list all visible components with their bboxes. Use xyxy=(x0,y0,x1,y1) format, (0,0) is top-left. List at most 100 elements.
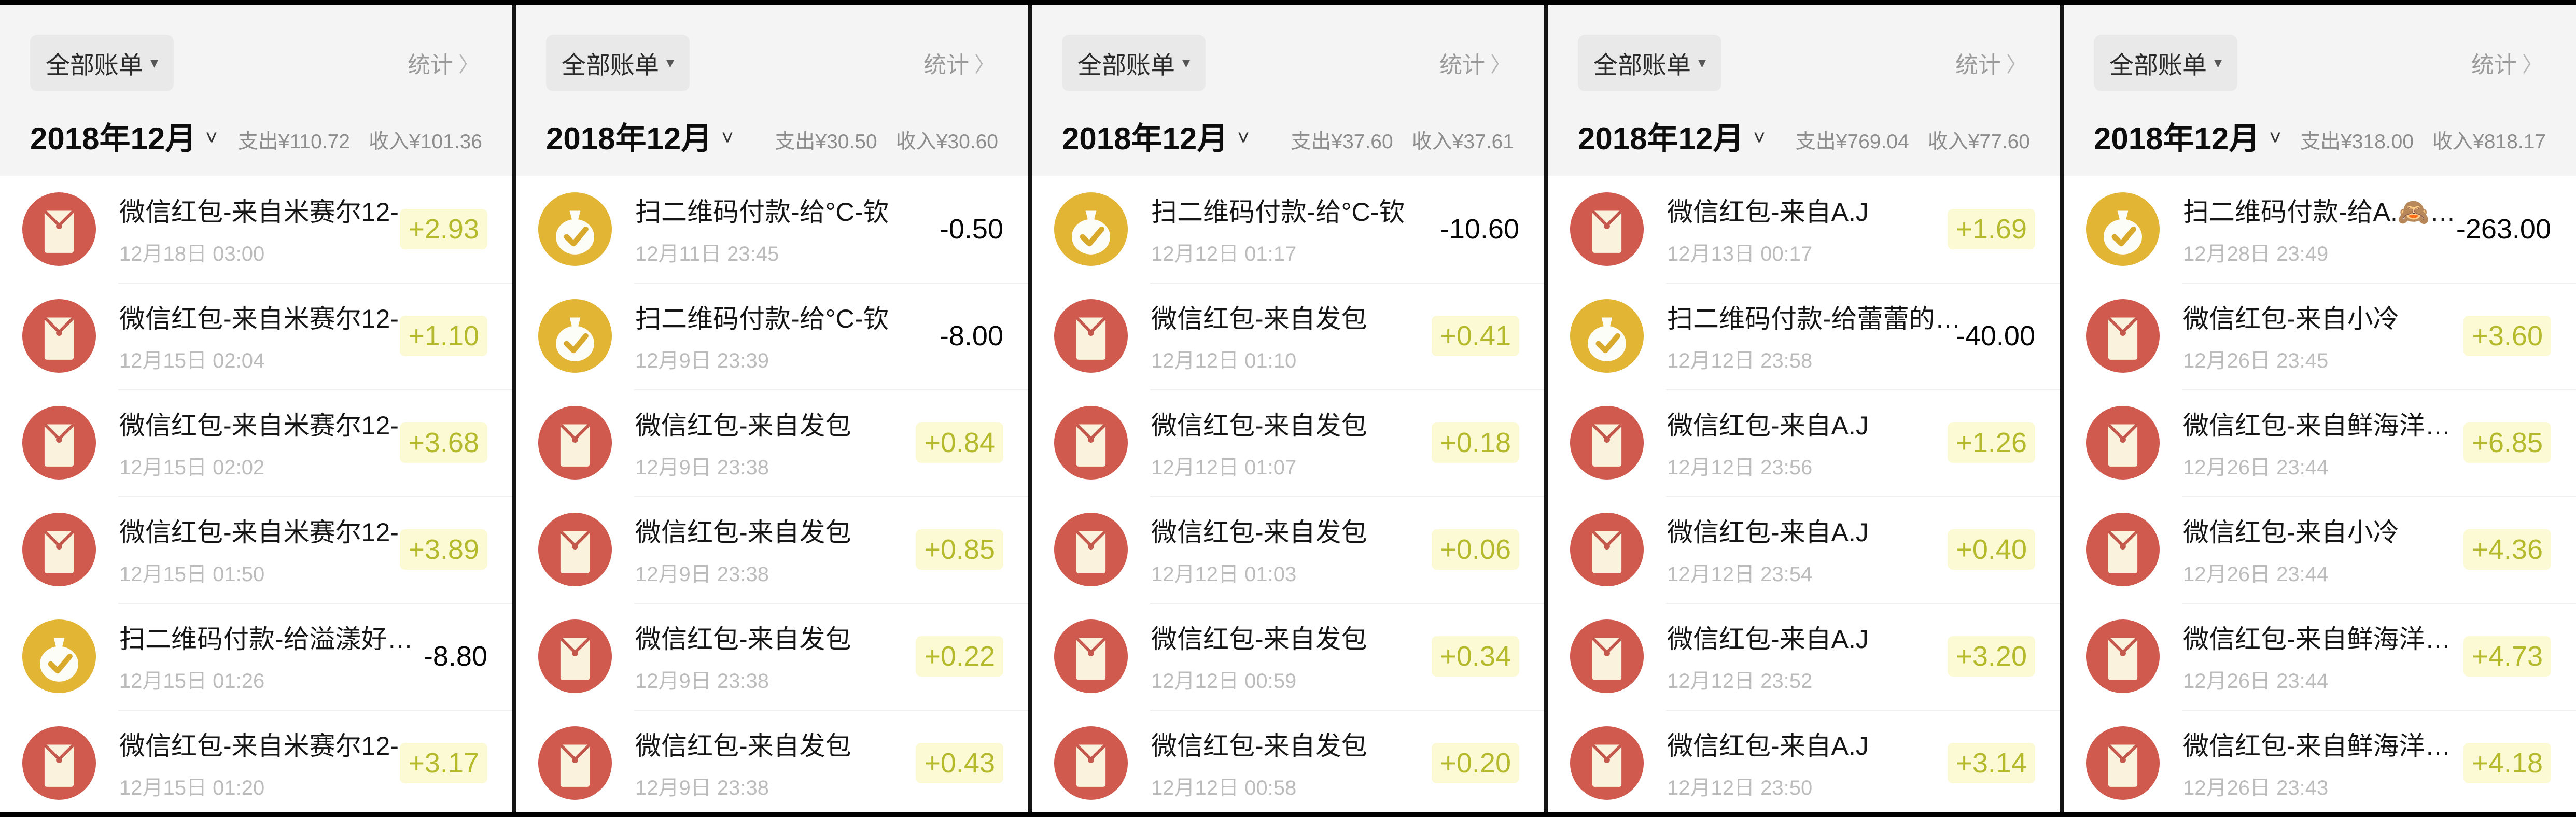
transaction-time: 12月13日 00:17 xyxy=(1667,243,1813,265)
transaction-row[interactable]: 微信红包-来自发包 12月9日 23:38 +0.84 xyxy=(516,389,1028,496)
transaction-amount: +0.22 xyxy=(916,636,1003,677)
transaction-time: 12月26日 23:44 xyxy=(2183,456,2329,479)
transaction-list: 扫二维码付款-给°C-钦 12月12日 01:17 -10.60 微信红包-来自… xyxy=(1032,176,1544,812)
transaction-meta: 微信红包-来自米赛尔12-… 12月15日 01:20 xyxy=(119,725,425,801)
statistics-link[interactable]: 统计 〉 xyxy=(1952,46,2030,80)
all-bills-filter-label: 全部账单 xyxy=(1077,51,1175,79)
transaction-title: 微信红包-来自发包 xyxy=(1151,518,1367,547)
chevron-right-icon: 〉 xyxy=(458,53,479,76)
transaction-row[interactable]: 扫二维码付款-给蕾蕾的… 12月12日 23:58 -40.00 xyxy=(1548,283,2060,389)
transaction-row[interactable]: 微信红包-来自发包 12月9日 23:38 +0.85 xyxy=(516,496,1028,603)
top-bar: 全部账单 ▾ 统计 〉 xyxy=(1062,32,1514,94)
transaction-row[interactable]: 微信红包-来自米赛尔12-… 12月15日 01:20 +3.17 xyxy=(0,710,512,812)
chevron-right-icon: 〉 xyxy=(1490,53,1511,76)
transaction-meta: 微信红包-来自发包 12月9日 23:38 xyxy=(635,725,851,801)
transaction-row[interactable]: 扫二维码付款-给A.🙈… 12月28日 23:49 -263.00 xyxy=(2064,176,2576,283)
transaction-row[interactable]: 微信红包-来自A.J 12月12日 23:50 +3.14 xyxy=(1548,710,2060,812)
transaction-meta: 微信红包-来自发包 12月9日 23:38 xyxy=(635,405,851,481)
transaction-time: 12月26日 23:44 xyxy=(2183,563,2329,586)
transaction-title: 扫二维码付款-给°C-钦 xyxy=(1151,198,1405,227)
bill-panel: 全部账单 ▾ 统计 〉 2018年12月 ˅ 支出¥30.50 收入¥30.60 xyxy=(516,5,1032,812)
statistics-link[interactable]: 统计 〉 xyxy=(2468,46,2546,80)
transaction-row[interactable]: 微信红包-来自A.J 12月12日 23:52 +3.20 xyxy=(1548,603,2060,710)
transaction-time: 12月12日 00:59 xyxy=(1151,670,1297,693)
transaction-row[interactable]: 扫二维码付款-给°C-钦 12月11日 23:45 -0.50 xyxy=(516,176,1028,283)
month-summary: 支出¥110.72 收入¥101.36 xyxy=(238,125,482,159)
transaction-title: 微信红包-来自鲜海洋… xyxy=(2183,411,2451,440)
statistics-label: 统计 xyxy=(2471,52,2517,78)
transaction-row[interactable]: 微信红包-来自小冷 12月26日 23:44 +4.36 xyxy=(2064,496,2576,603)
transaction-row[interactable]: 微信红包-来自小冷 12月26日 23:45 +3.60 xyxy=(2064,283,2576,389)
expense-total: 支出¥110.72 xyxy=(237,131,351,153)
transaction-meta: 微信红包-来自发包 12月12日 01:10 xyxy=(1151,298,1367,374)
month-selector[interactable]: 2018年12月 ˅ xyxy=(1062,114,1250,159)
transaction-title: 微信红包-来自发包 xyxy=(1151,304,1367,333)
transaction-row[interactable]: 微信红包-来自发包 12月9日 23:38 +0.43 xyxy=(516,710,1028,812)
transaction-amount: +3.68 xyxy=(400,422,487,463)
month-bar: 2018年12月 ˅ 支出¥30.50 收入¥30.60 xyxy=(546,114,998,159)
month-selector[interactable]: 2018年12月 ˅ xyxy=(30,114,218,159)
statistics-link[interactable]: 统计 〉 xyxy=(1436,46,1514,80)
transaction-row[interactable]: 扫二维码付款-给溢漾好… 12月15日 01:26 -8.80 xyxy=(0,603,512,710)
red-envelope-icon xyxy=(1053,618,1129,695)
red-envelope-icon xyxy=(2084,298,2161,374)
money-bag-icon xyxy=(2084,191,2161,267)
transaction-row[interactable]: 微信红包-来自米赛尔12-… 12月15日 02:02 +3.68 xyxy=(0,389,512,496)
transaction-title: 微信红包-来自A.J xyxy=(1667,198,1869,227)
month-bar: 2018年12月 ˅ 支出¥318.00 收入¥818.17 xyxy=(2094,114,2546,159)
transaction-amount: +0.41 xyxy=(1432,316,1519,356)
transaction-row[interactable]: 微信红包-来自米赛尔12-… 12月15日 02:04 +1.10 xyxy=(0,283,512,389)
transaction-time: 12月9日 23:38 xyxy=(635,670,769,693)
transaction-row[interactable]: 微信红包-来自鲜海洋… 12月26日 23:44 +6.85 xyxy=(2064,389,2576,496)
all-bills-filter-button[interactable]: 全部账单 ▾ xyxy=(546,34,690,91)
month-label: 2018年12月 xyxy=(2094,121,2260,156)
top-bar: 全部账单 ▾ 统计 〉 xyxy=(546,32,998,94)
transaction-amount: +3.60 xyxy=(2463,316,2551,356)
transaction-meta: 微信红包-来自A.J 12月12日 23:50 xyxy=(1667,725,1869,801)
all-bills-filter-label: 全部账单 xyxy=(562,51,659,79)
month-selector[interactable]: 2018年12月 ˅ xyxy=(1578,114,1766,159)
transaction-time: 12月12日 23:50 xyxy=(1667,777,1813,799)
transaction-row[interactable]: 微信红包-来自鲜海洋… 12月26日 23:44 +4.73 xyxy=(2064,603,2576,710)
transaction-row[interactable]: 微信红包-来自发包 12月12日 00:59 +0.34 xyxy=(1032,603,1544,710)
transaction-title: 扫二维码付款-给°C-钦 xyxy=(635,304,889,333)
transaction-row[interactable]: 微信红包-来自发包 12月12日 01:10 +0.41 xyxy=(1032,283,1544,389)
transaction-row[interactable]: 扫二维码付款-给°C-钦 12月12日 01:17 -10.60 xyxy=(1032,176,1544,283)
transaction-time: 12月15日 01:26 xyxy=(119,670,265,693)
transaction-row[interactable]: 微信红包-来自鲜海洋… 12月26日 23:43 +4.18 xyxy=(2064,710,2576,812)
money-bag-icon xyxy=(1053,191,1129,267)
transaction-amount: +0.18 xyxy=(1432,422,1519,463)
transaction-amount: +3.20 xyxy=(1948,636,2035,677)
transaction-row[interactable]: 微信红包-来自A.J 12月12日 23:56 +1.26 xyxy=(1548,389,2060,496)
transaction-title: 微信红包-来自小冷 xyxy=(2183,304,2399,333)
month-selector[interactable]: 2018年12月 ˅ xyxy=(546,114,734,159)
transaction-title: 扫二维码付款-给溢漾好… xyxy=(119,625,413,654)
all-bills-filter-button[interactable]: 全部账单 ▾ xyxy=(1578,34,1722,91)
transaction-row[interactable]: 微信红包-来自米赛尔12-… 12月18日 03:00 +2.93 xyxy=(0,176,512,283)
transaction-title: 微信红包-来自A.J xyxy=(1667,625,1869,654)
chevron-down-icon: ˅ xyxy=(205,126,218,149)
panel-header: 全部账单 ▾ 统计 〉 2018年12月 ˅ 支出¥769.04 收入¥77.6… xyxy=(1548,5,2060,176)
transaction-row[interactable]: 微信红包-来自发包 12月9日 23:38 +0.22 xyxy=(516,603,1028,710)
month-bar: 2018年12月 ˅ 支出¥110.72 收入¥101.36 xyxy=(30,114,482,159)
all-bills-filter-button[interactable]: 全部账单 ▾ xyxy=(30,34,174,91)
transaction-row[interactable]: 微信红包-来自发包 12月12日 01:03 +0.06 xyxy=(1032,496,1544,603)
all-bills-filter-button[interactable]: 全部账单 ▾ xyxy=(2094,34,2238,91)
transaction-title: 微信红包-来自米赛尔12-… xyxy=(119,198,425,227)
statistics-link[interactable]: 统计 〉 xyxy=(404,46,482,80)
transaction-time: 12月15日 01:50 xyxy=(119,563,265,586)
transaction-title: 微信红包-来自米赛尔12-… xyxy=(119,731,425,760)
transaction-meta: 扫二维码付款-给°C-钦 12月12日 01:17 xyxy=(1151,191,1405,267)
all-bills-filter-button[interactable]: 全部账单 ▾ xyxy=(1062,34,1206,91)
transaction-row[interactable]: 微信红包-来自发包 12月12日 01:07 +0.18 xyxy=(1032,389,1544,496)
transaction-row[interactable]: 微信红包-来自A.J 12月12日 23:54 +0.40 xyxy=(1548,496,2060,603)
bill-panel: 全部账单 ▾ 统计 〉 2018年12月 ˅ 支出¥110.72 收入¥101.… xyxy=(0,5,516,812)
statistics-link[interactable]: 统计 〉 xyxy=(920,46,998,80)
transaction-row[interactable]: 扫二维码付款-给°C-钦 12月9日 23:39 -8.00 xyxy=(516,283,1028,389)
transaction-row[interactable]: 微信红包-来自A.J 12月13日 00:17 +1.69 xyxy=(1548,176,2060,283)
month-selector[interactable]: 2018年12月 ˅ xyxy=(2094,114,2281,159)
transaction-row[interactable]: 微信红包-来自发包 12月12日 00:58 +0.20 xyxy=(1032,710,1544,812)
transaction-row[interactable]: 微信红包-来自米赛尔12-… 12月15日 01:50 +3.89 xyxy=(0,496,512,603)
bill-panel: 全部账单 ▾ 统计 〉 2018年12月 ˅ 支出¥318.00 收入¥818.… xyxy=(2064,5,2576,812)
